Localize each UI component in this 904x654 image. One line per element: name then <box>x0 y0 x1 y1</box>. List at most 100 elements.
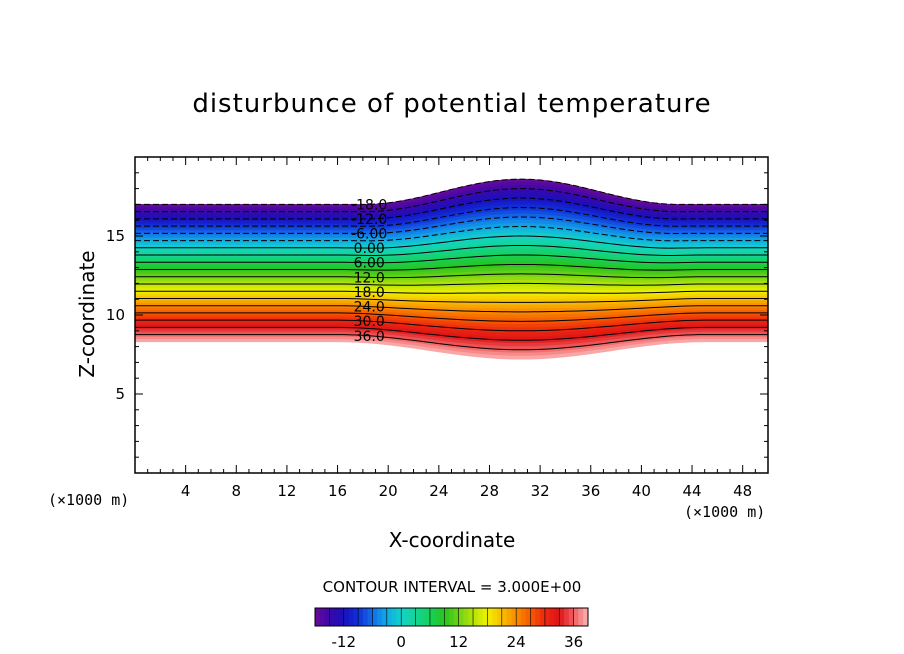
colorbar-segment <box>458 608 464 626</box>
colorbar-segment <box>568 608 575 626</box>
colorbar-segment <box>506 608 512 626</box>
colorbar-segment <box>477 608 484 626</box>
contour-line <box>135 226 768 242</box>
colorbar-segment <box>482 608 488 626</box>
contour-line <box>135 312 768 322</box>
colorbar-segment <box>377 608 383 626</box>
contour-label: 24.0 <box>354 300 385 316</box>
x-tick-label: 40 <box>632 482 651 500</box>
contour-lines <box>135 178 768 351</box>
x-tick-label: 32 <box>531 482 550 500</box>
colorbar-segment <box>401 608 407 626</box>
colorbar-segment <box>425 608 431 626</box>
x-tick-label: 4 <box>181 482 191 500</box>
colorbar-segment <box>420 608 426 626</box>
y-axis-label: Z-coordinate <box>75 250 99 377</box>
x-tick-label: 48 <box>733 482 752 500</box>
contour-label: -12.0 <box>351 212 387 228</box>
colorbar-frame <box>314 607 589 627</box>
contour-line <box>135 305 768 313</box>
color-band <box>135 339 768 360</box>
contour-line <box>135 207 768 227</box>
colorbar-segment <box>453 608 460 626</box>
colorbar-segment <box>444 608 450 626</box>
colorbar-segment <box>434 608 441 626</box>
colorbar-segment <box>406 608 412 626</box>
colorbar-segment <box>372 608 378 626</box>
x-axis-label: X-coordinate <box>389 528 516 552</box>
colorbar-segment <box>487 608 493 626</box>
colorbar-segment <box>367 608 373 626</box>
colorbar-tick-label: 0 <box>396 633 406 651</box>
colorbar-segment <box>573 608 579 626</box>
colorbar-segment <box>463 608 469 626</box>
contour-label: 18.0 <box>354 285 385 301</box>
contour-line <box>135 235 768 249</box>
colorbar-segment <box>348 608 354 626</box>
colorbar-tick-label: -12 <box>331 633 356 651</box>
contour-line <box>135 178 768 205</box>
x-axis-ticks: 4 8 12 16 20 24 28 32 36 40 44 48 <box>147 157 756 500</box>
colorbar-segment <box>554 608 560 626</box>
x-tick-label: 20 <box>379 482 398 500</box>
colorbar-segment <box>583 608 589 626</box>
colorbar-segment <box>530 608 536 626</box>
colorbar-segment <box>511 608 517 626</box>
colorbar-segment <box>324 608 330 626</box>
y-axis-ticks: 5 10 15 <box>106 172 768 458</box>
colorbar-segment <box>501 608 508 626</box>
colorbar-segment <box>535 608 541 626</box>
colorbar-segment <box>319 608 326 626</box>
colorbar-segment <box>540 608 546 626</box>
colorbar-segment <box>439 608 445 626</box>
colorbar-tick-label: 12 <box>449 633 468 651</box>
colorbar-segment <box>338 608 345 626</box>
colorbar-tick-label: 24 <box>507 633 526 651</box>
colorbar-segment <box>334 608 340 626</box>
x-tick-label: 44 <box>682 482 701 500</box>
colorbar-segment <box>410 608 417 626</box>
contour-label: 6.00 <box>354 256 385 272</box>
x-tick-label: 16 <box>328 482 347 500</box>
contour-line <box>135 334 768 351</box>
colorbar-segment <box>391 608 397 626</box>
colorbar-segment <box>329 608 335 626</box>
x-tick-label: 8 <box>232 482 242 500</box>
colorbar-segment <box>362 608 369 626</box>
colorbar-segment <box>516 608 522 626</box>
colorbar-segment <box>549 608 555 626</box>
contour-line <box>135 273 768 279</box>
contour-line <box>135 297 768 303</box>
colorbar-segment <box>449 608 455 626</box>
x-tick-label: 28 <box>480 482 499 500</box>
y-tick-label: 15 <box>106 227 125 245</box>
contour-labels: -18.0-12.0-6.000.006.0012.018.024.030.03… <box>351 197 387 344</box>
colorbar-segment <box>497 608 503 626</box>
contour-line <box>135 282 768 286</box>
x-tick-label: 12 <box>277 482 296 500</box>
x-unit-right: (×1000 m) <box>684 503 765 521</box>
contour-label: -18.0 <box>351 197 387 213</box>
colorbar-segment <box>315 608 321 626</box>
contour-line <box>135 244 768 256</box>
colorbar-segment <box>382 608 388 626</box>
colorbar-segment <box>525 608 532 626</box>
contour-line <box>135 263 768 271</box>
colorbar-segment <box>544 608 551 626</box>
contour-line <box>135 197 768 220</box>
contour-line <box>135 216 768 235</box>
contour-label: 0.00 <box>354 241 385 257</box>
x-tick-label: 24 <box>429 482 448 500</box>
colorbar-segment <box>492 608 498 626</box>
colorbar-segment <box>358 608 364 626</box>
colorbar-segment <box>429 608 436 626</box>
colorbar-segment <box>578 608 584 626</box>
colorbar-segment <box>564 608 570 626</box>
colorbar-segment <box>415 608 421 626</box>
y-tick-label: 5 <box>115 385 125 403</box>
colorbar-segment <box>468 608 474 626</box>
colorbar-segment <box>520 608 527 626</box>
contour-label: 36.0 <box>354 329 385 345</box>
contour-line <box>135 254 768 264</box>
